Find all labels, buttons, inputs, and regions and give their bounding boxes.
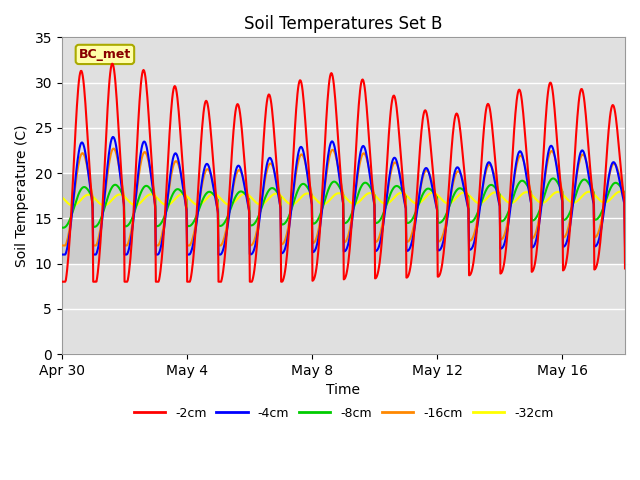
X-axis label: Time: Time [326, 384, 360, 397]
Legend: -2cm, -4cm, -8cm, -16cm, -32cm: -2cm, -4cm, -8cm, -16cm, -32cm [129, 402, 558, 424]
Bar [62, 173, 625, 264]
Text: BC_met: BC_met [79, 48, 131, 61]
Y-axis label: Soil Temperature (C): Soil Temperature (C) [15, 124, 29, 267]
Title: Soil Temperatures Set B: Soil Temperatures Set B [244, 15, 443, 33]
